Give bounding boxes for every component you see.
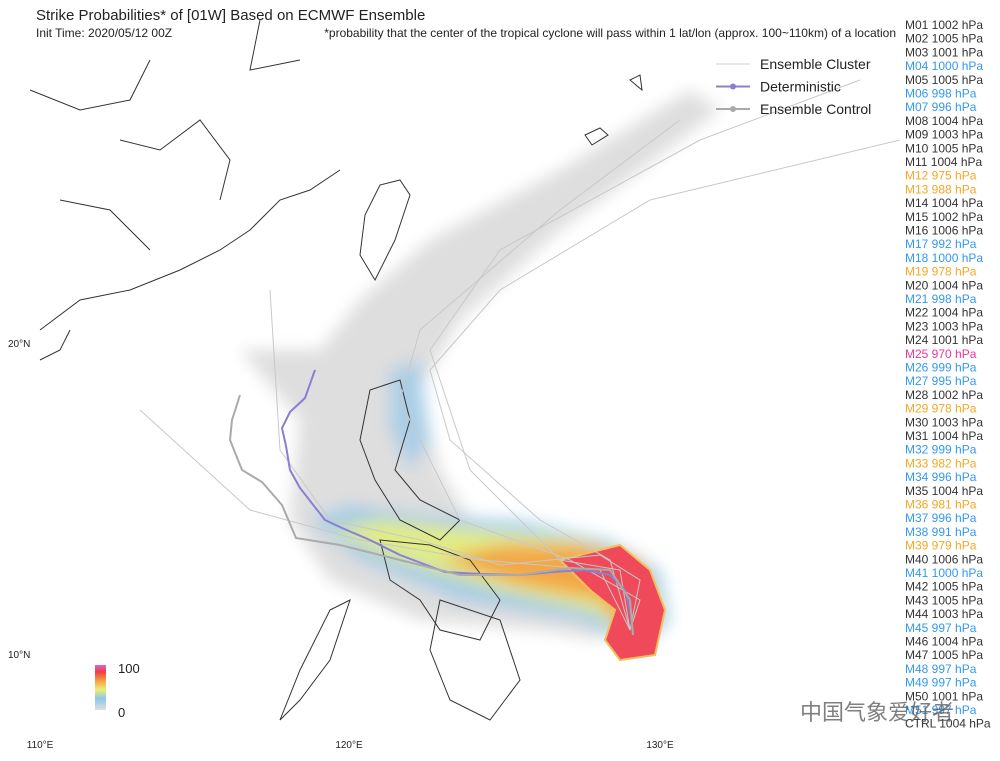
member-label: M13 988 hPa <box>905 182 977 196</box>
control-track <box>228 394 634 636</box>
member-label: M36 981 hPa <box>905 498 977 512</box>
member-label: CTRL 1004 hPa <box>905 717 991 731</box>
deterministic-track <box>280 369 634 636</box>
probability-swath <box>240 90 720 650</box>
member-label: M25 970 hPa <box>905 347 977 361</box>
member-label: M12 975 hPa <box>905 169 977 183</box>
member-label: M23 1003 hPa <box>905 319 983 333</box>
member-label: M42 1005 hPa <box>905 580 983 594</box>
legend: Ensemble Cluster Deterministic Ensemble Co… <box>716 56 871 117</box>
member-label: M07 996 hPa <box>905 100 977 114</box>
member-label: M26 999 hPa <box>905 361 977 375</box>
member-label: M02 1005 hPa <box>905 32 983 46</box>
member-label: M09 1003 hPa <box>905 128 983 142</box>
member-label: M10 1005 hPa <box>905 141 983 155</box>
watermark: 中国气象爱好者 <box>800 700 954 725</box>
member-label: M32 999 hPa <box>905 443 977 457</box>
member-label: M05 1005 hPa <box>905 73 983 87</box>
legend-label: Deterministic <box>760 79 841 95</box>
member-label: M11 1004 hPa <box>905 155 982 169</box>
colorbar-max: 100 <box>118 661 140 676</box>
member-label: M44 1003 hPa <box>905 607 983 621</box>
member-label: M47 1005 hPa <box>905 648 983 662</box>
member-label: M37 996 hPa <box>905 511 977 525</box>
member-label: M22 1004 hPa <box>905 306 983 320</box>
member-label: M48 997 hPa <box>905 662 977 676</box>
legend-marker <box>730 106 736 112</box>
member-label: M31 1004 hPa <box>905 429 983 443</box>
member-label: M16 1006 hPa <box>905 224 983 238</box>
member-label: M50 1001 hPa <box>905 689 983 703</box>
legend-marker <box>730 83 736 90</box>
member-label: M40 1006 hPa <box>905 552 983 566</box>
high-probability-core <box>558 543 667 662</box>
member-label: M24 1001 hPa <box>905 333 983 347</box>
init-time: Init Time: 2020/05/12 00Z <box>36 26 172 40</box>
coastlines <box>29 19 643 721</box>
member-label: M41 1000 hPa <box>905 566 983 580</box>
member-label: M30 1003 hPa <box>905 415 983 429</box>
member-label: M39 979 hPa <box>905 539 977 553</box>
member-label: M03 1001 hPa <box>905 45 983 59</box>
member-label: M45 997 hPa <box>905 621 977 635</box>
colorbar-min: 0 <box>118 705 125 720</box>
lat-label: 20°N <box>8 339 30 350</box>
member-label: M33 982 hPa <box>905 456 977 470</box>
member-label: M14 1004 hPa <box>905 196 983 210</box>
member-label: M08 1004 hPa <box>905 114 983 128</box>
member-label: M06 998 hPa <box>905 87 977 101</box>
member-label: M35 1004 hPa <box>905 484 983 498</box>
member-label: M21 998 hPa <box>905 292 977 306</box>
member-label: M20 1004 hPa <box>905 278 983 292</box>
member-label: M29 978 hPa <box>905 402 977 416</box>
title: Strike Probabilities* of [01W] Based on … <box>36 7 425 24</box>
lat-label: 10°N <box>8 650 30 661</box>
lon-label: 110°E <box>27 740 54 751</box>
member-label: M38 991 hPa <box>905 525 977 539</box>
legend-label: Ensemble Cluster <box>760 56 871 72</box>
footnote: *probability that the center of the trop… <box>324 26 896 40</box>
member-label: M17 992 hPa <box>905 237 977 251</box>
member-label: M46 1004 hPa <box>905 635 983 649</box>
member-label: M51 997 hPa <box>905 703 977 717</box>
member-label: M19 978 hPa <box>905 265 977 279</box>
member-label: M28 1002 hPa <box>905 388 983 402</box>
member-label: M43 1005 hPa <box>905 593 983 607</box>
lon-label: 120°E <box>335 740 363 751</box>
member-label: M18 1000 hPa <box>905 251 983 265</box>
member-label: M15 1002 hPa <box>905 210 983 224</box>
lon-label: 130°E <box>646 740 674 751</box>
member-label: M34 996 hPa <box>905 470 977 484</box>
member-label: M49 997 hPa <box>905 676 977 690</box>
colorbar <box>95 665 106 710</box>
member-label: M27 995 hPa <box>905 374 977 388</box>
member-label: M01 1002 hPa <box>905 18 983 32</box>
member-label: M04 1000 hPa <box>905 59 983 73</box>
legend-label: Ensemble Control <box>760 101 871 117</box>
